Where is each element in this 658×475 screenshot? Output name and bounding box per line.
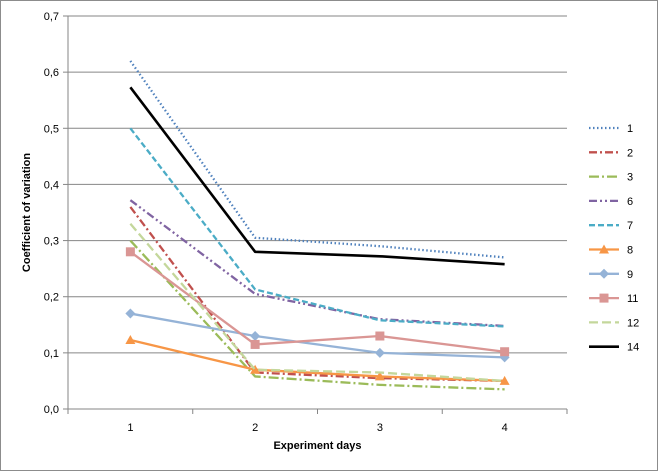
series-line <box>129 127 505 328</box>
legend-item: 12 <box>589 317 639 329</box>
series-line <box>129 250 505 353</box>
series-line <box>130 338 505 383</box>
data-point <box>374 347 385 358</box>
y-tick-label: 0,0 <box>44 404 59 416</box>
data-point <box>250 331 261 342</box>
data-point <box>499 375 510 385</box>
x-axis-title: Experiment days <box>273 440 361 452</box>
series-line <box>129 222 505 383</box>
series-7 <box>129 127 505 328</box>
legend-item: 11 <box>589 293 638 305</box>
legend-item: 2 <box>589 147 633 159</box>
y-tick-label: 0,6 <box>44 67 59 79</box>
legend-item: 6 <box>589 196 633 208</box>
data-point <box>125 334 136 344</box>
y-tick-label: 0,5 <box>44 123 59 135</box>
series-line <box>129 86 505 266</box>
data-point <box>375 331 385 341</box>
series-2 <box>129 206 505 383</box>
legend-label: 8 <box>627 245 633 257</box>
legend-label: 7 <box>627 220 633 232</box>
y-tick-label: 0,2 <box>44 292 59 304</box>
y-tick-label: 0,1 <box>44 348 59 360</box>
series-14 <box>129 86 505 266</box>
legend-item: 3 <box>589 172 633 184</box>
y-axis-title: Coefficient of variation <box>21 153 33 272</box>
data-point <box>250 364 261 374</box>
legend-label: 14 <box>627 342 639 354</box>
data-point <box>125 308 136 319</box>
legend-label: 3 <box>627 172 633 184</box>
data-point <box>125 247 135 257</box>
legend-label: 11 <box>627 293 638 305</box>
series-group <box>125 60 510 391</box>
legend-label: 2 <box>627 147 633 159</box>
data-point <box>374 371 385 381</box>
series-line <box>129 239 505 391</box>
y-tick-label: 0,4 <box>44 179 59 191</box>
data-point <box>500 347 510 357</box>
series-6 <box>129 199 505 328</box>
series-8 <box>125 334 510 385</box>
legend-label: 9 <box>627 269 633 281</box>
legend-item: 9 <box>589 268 633 281</box>
legend-item: 14 <box>589 342 639 354</box>
legend-item: 1 <box>589 123 633 135</box>
x-tick-label: 3 <box>377 422 383 434</box>
series-line <box>130 312 505 359</box>
data-point <box>250 339 260 349</box>
legend-label: 12 <box>627 317 639 329</box>
y-axis-ticks: 0,0 0,1 0,2 0,3 0,4 0,5 0,6 0,7 <box>44 11 69 416</box>
x-tick-label: 4 <box>502 422 508 434</box>
series-12 <box>129 222 505 383</box>
gridlines <box>68 15 567 410</box>
series-line <box>129 199 505 328</box>
series-11 <box>125 247 510 357</box>
x-axis-ticks: 1 2 3 4 <box>67 409 568 434</box>
data-point <box>599 268 609 279</box>
x-tick-label: 2 <box>252 422 258 434</box>
data-point <box>599 293 609 303</box>
series-1 <box>129 60 505 259</box>
x-tick-label: 1 <box>127 422 133 434</box>
legend-label: 1 <box>627 123 633 135</box>
legend-label: 6 <box>627 196 633 208</box>
series-3 <box>129 239 505 391</box>
data-point <box>599 244 609 254</box>
series-9 <box>125 308 510 363</box>
y-tick-label: 0,3 <box>44 236 59 248</box>
legend-item: 7 <box>589 220 633 232</box>
legend-item: 8 <box>589 244 633 257</box>
y-tick-label: 0,7 <box>44 11 59 23</box>
series-line <box>129 206 505 383</box>
series-line <box>129 60 505 259</box>
